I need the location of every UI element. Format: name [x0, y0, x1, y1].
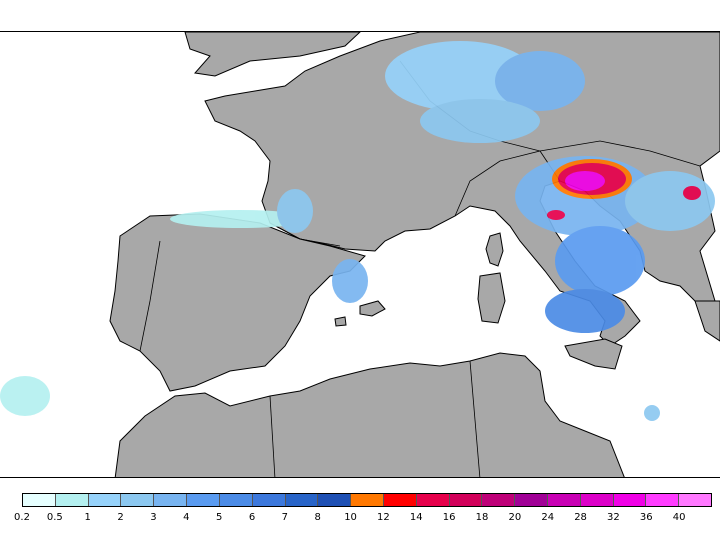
precip-ionian: [644, 405, 660, 421]
legend-swatch: [679, 494, 712, 506]
legend-swatch: [219, 494, 253, 506]
precip-atlantic: [0, 376, 50, 416]
precip-central-italy: [555, 226, 645, 296]
legend-swatch: [613, 494, 647, 506]
legend-swatch: [548, 494, 581, 506]
land-balkans-south: [694, 300, 720, 342]
legend-swatch: [285, 494, 319, 506]
precip-alps: [420, 99, 540, 143]
land-ibiza: [334, 316, 347, 327]
land-sardinia: [477, 272, 506, 324]
land-mallorca: [359, 300, 386, 317]
precipitation-overlay: [0, 41, 715, 421]
land-sicily: [564, 338, 623, 370]
legend-tick-label: 5: [215, 512, 223, 523]
legend-tick-label: 24: [541, 512, 555, 523]
legend-tick-label: 36: [639, 512, 653, 523]
legend-tick-label: 8: [314, 512, 321, 523]
legend-swatch: [154, 494, 188, 506]
precip-north-france: [385, 41, 535, 111]
precip-bosnia: [683, 186, 701, 200]
legend-tick-label: 2: [117, 512, 124, 523]
precip-genoa: [547, 210, 565, 220]
land-masses: [109, 32, 720, 477]
legend-swatch: [646, 494, 680, 506]
legend-tick-label: 0.5: [46, 512, 63, 523]
land-north-africa: [114, 352, 625, 477]
precip-germany: [495, 51, 585, 111]
precipitation-map: [0, 31, 720, 478]
legend-swatch: [383, 494, 417, 506]
legend-swatch: [482, 494, 516, 506]
legend-bar: [22, 493, 712, 507]
legend-tick-label: 3: [150, 512, 157, 523]
legend-tick-label: 6: [248, 512, 256, 523]
legend-tick-label: 10: [344, 512, 357, 523]
precip-adriatic-peak: [565, 171, 605, 191]
precip-catalonia: [332, 259, 368, 303]
precip-balkans: [625, 171, 715, 231]
legend-swatch: [449, 494, 483, 506]
legend-tick-label: 16: [442, 512, 456, 523]
legend-swatch: [187, 494, 220, 506]
legend-tick-label: 28: [574, 512, 587, 523]
legend-labels: 0.2 0.5 1 2 3 4 5 6 7 8 10 12 14 16 18 20 24 28 32 36 40: [0, 512, 720, 526]
legend-tick-label: 1: [84, 512, 91, 523]
legend-tick-label: 14: [409, 512, 423, 523]
legend-tick-label: 7: [281, 512, 289, 523]
land-britain: [184, 32, 361, 77]
legend-tick-label: 12: [377, 512, 390, 523]
legend-swatch: [580, 494, 614, 506]
land-iberia: [109, 213, 366, 392]
legend-swatch: [252, 494, 286, 506]
legend-swatch: [88, 494, 122, 506]
precip-pyrenees: [170, 210, 310, 228]
precip-gascony: [277, 189, 313, 233]
legend-tick-label: 32: [607, 512, 620, 523]
legend-tick-label: 4: [183, 512, 190, 523]
legend-swatch: [23, 494, 56, 506]
legend-swatch: [416, 494, 450, 506]
legend-swatch: [121, 494, 155, 506]
legend-swatch: [515, 494, 548, 506]
legend-tick-label: 20: [508, 512, 522, 523]
precip-tyrrhenian: [545, 289, 625, 333]
legend-tick-label: 40: [672, 512, 686, 523]
legend-tick-label: 0.2: [14, 512, 30, 523]
land-corsica: [485, 232, 504, 267]
legend-swatch: [351, 494, 384, 506]
legend-swatch: [55, 494, 89, 506]
legend-tick-label: 18: [475, 512, 489, 523]
map-canvas: [0, 32, 720, 477]
legend-swatch: [318, 494, 352, 506]
